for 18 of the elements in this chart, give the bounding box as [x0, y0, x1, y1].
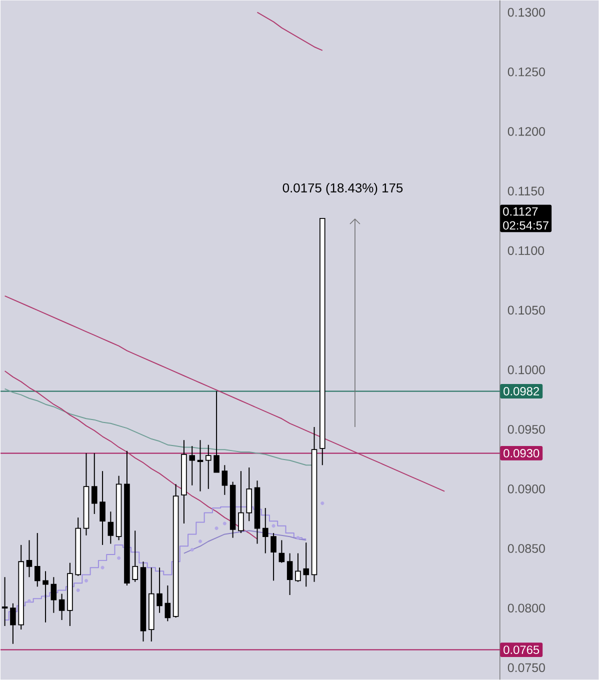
ref-line-label: 0.0930 [504, 448, 540, 458]
y-tick-label: 0.0950 [508, 424, 546, 434]
y-tick-label: 0.1150 [508, 186, 544, 196]
annotation: 0.0175 (18.43%) 175 [282, 182, 403, 196]
y-tick-label: 0.1050 [508, 306, 546, 315]
ref-line-label: 0.0765 [504, 646, 540, 654]
y-tick-label: 0.0850 [508, 544, 546, 553]
y-tick-label: 0.0750 [508, 663, 546, 672]
y-tick-label: 0.0900 [508, 484, 546, 494]
y-tick-label: 0.1250 [508, 67, 546, 76]
y-tick-label: 0.1300 [508, 8, 546, 17]
y-tick-label: 0.1000 [508, 365, 546, 374]
y-tick-label: 0.1100 [508, 246, 544, 256]
y-tick-label: 0.1200 [508, 127, 546, 136]
ref-line-label: 0.0982 [504, 387, 540, 396]
text: 02:54:57 [503, 221, 549, 230]
text: 0.1127 [503, 207, 538, 216]
y-tick-label: 0.0800 [508, 604, 546, 613]
